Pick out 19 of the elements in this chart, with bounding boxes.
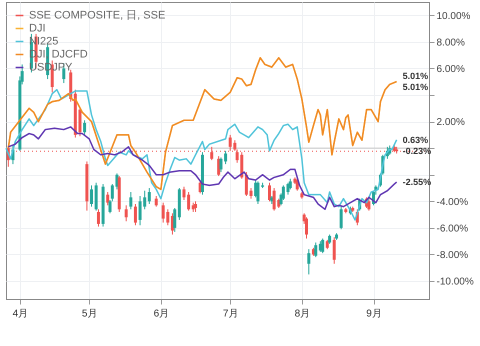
y-tick-label: -6.00% (436, 223, 468, 234)
y-tick-label: -8.00% (436, 250, 468, 261)
y-tick-label: 8.00% (436, 37, 465, 48)
x-tick-label: 7月 (222, 308, 238, 320)
y-tick-label: -10.00% (436, 276, 474, 288)
x-tick-label: 8月 (294, 308, 310, 320)
annotation: 5.01% (402, 82, 428, 92)
x-tick-label: 5月 (82, 308, 98, 320)
annotation: 0.63% (402, 134, 428, 145)
x-tick-label: 6月 (154, 308, 170, 320)
annotation: 5.01% (402, 71, 428, 82)
y-tick-label: -4.00% (436, 196, 468, 208)
y-tick-label: 10.00% (436, 10, 471, 22)
y-tick-label: 6.00% (436, 64, 465, 75)
x-tick-label: 9月 (366, 308, 382, 320)
legend-label: DJI (29, 22, 46, 34)
legend-label: SSE COMPOSITE, 日, SSE (29, 10, 166, 22)
x-tick-label: 4月 (12, 308, 28, 320)
y-tick-label: 2.00% (436, 117, 465, 128)
